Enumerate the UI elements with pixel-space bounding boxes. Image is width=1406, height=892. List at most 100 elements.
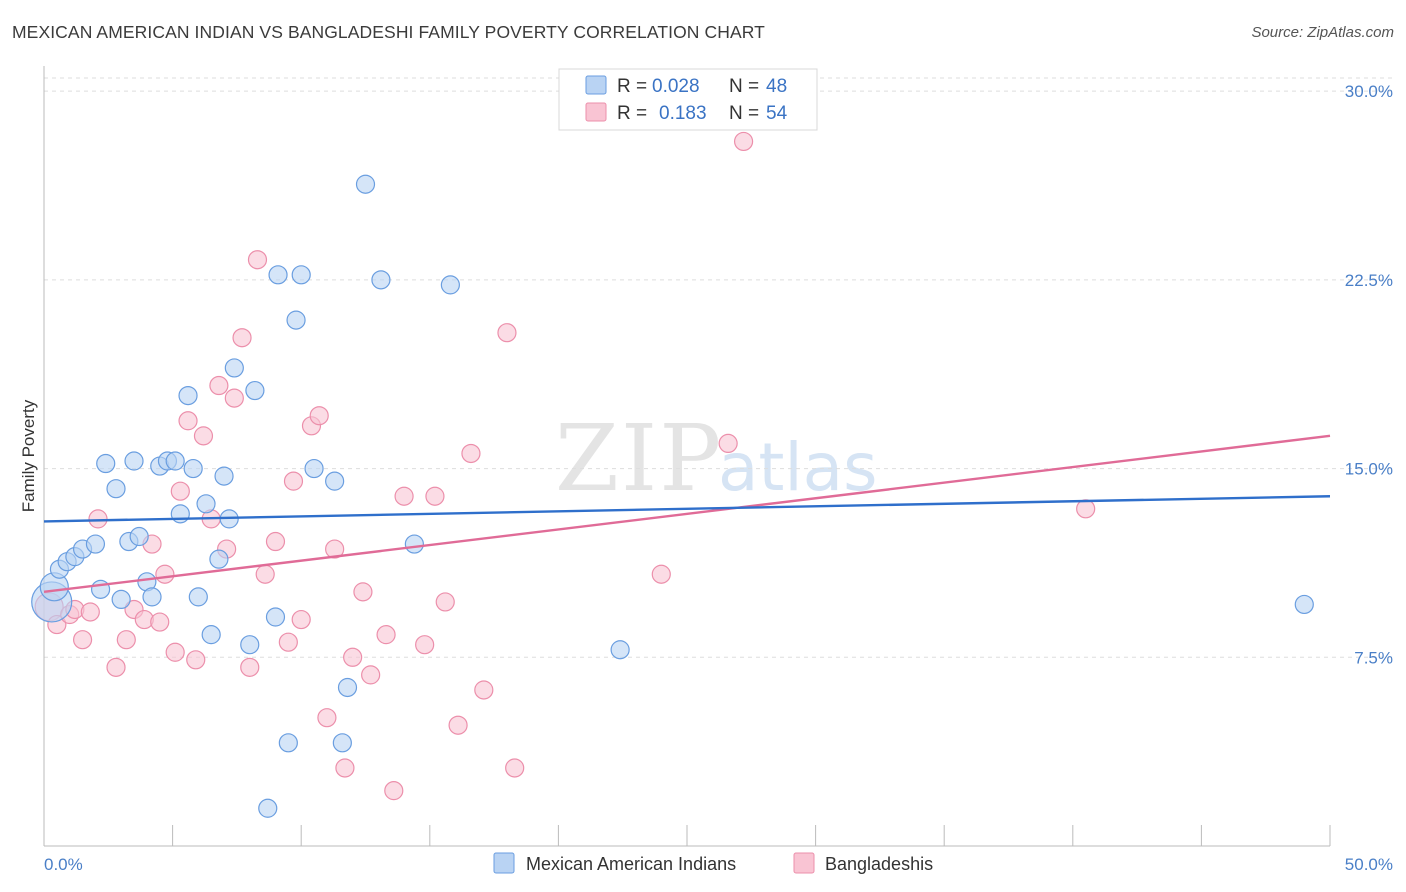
- mexican-american-indians-point-40: [337, 677, 358, 698]
- bangladeshis-point-24: [240, 657, 260, 677]
- mexican-american-indians-point-43: [404, 534, 424, 554]
- legend-swatch-series2: [585, 102, 607, 122]
- mexican-american-indians-point-26: [214, 466, 234, 486]
- source-label: Source: ZipAtlas.com: [1251, 24, 1394, 41]
- mexican-american-indians-point-42: [371, 270, 391, 290]
- bangladeshis-point-50: [651, 564, 671, 584]
- mexican-american-indians-point-30: [245, 380, 265, 401]
- bangladeshis-point-15: [170, 481, 190, 501]
- legend-box: R = 0.028 N = 48 R = 0.183 N = 54: [558, 68, 818, 131]
- y-tick-label-1: 15.0%: [1345, 460, 1393, 479]
- chart-title: MEXICAN AMERICAN INDIAN VS BANGLADESHI F…: [12, 22, 765, 42]
- bangladeshis-point-23: [232, 328, 252, 348]
- y-tick-label-3: 30.0%: [1345, 82, 1393, 101]
- legend-swatch-series1: [585, 75, 607, 95]
- bangladeshis-point-5: [80, 602, 100, 622]
- axes: [43, 66, 1331, 847]
- mexican-american-indians-point-25: [209, 549, 229, 569]
- legend-r-value-2: 0.183: [659, 103, 707, 124]
- y-tick-labels: 7.5% 15.0% 22.5% 30.0%: [1345, 82, 1393, 667]
- bangladeshis-point-37: [353, 582, 373, 602]
- bottom-legend: Mexican American Indians Bangladeshis: [493, 852, 933, 874]
- watermark-zip: ZIP: [555, 405, 723, 512]
- y-tick-label-0: 7.5%: [1354, 648, 1393, 667]
- bangladeshis-point-29: [283, 471, 304, 491]
- mexican-american-indians-point-20: [178, 385, 198, 406]
- bangladeshis-point-8: [116, 630, 136, 650]
- x-tick-labels: 0.0% 50.0%: [44, 855, 1393, 874]
- mexican-american-indians-point-35: [286, 310, 306, 330]
- bangladeshis-point-44: [435, 592, 455, 612]
- grid-lines: [44, 77, 1392, 658]
- bangladeshis-point-46: [461, 443, 481, 464]
- bangladeshis-point-36: [343, 647, 363, 667]
- mexican-american-indians-point-13: [129, 526, 149, 547]
- bangladeshis-point-16: [178, 411, 198, 431]
- bangladeshis-point-13: [155, 564, 175, 584]
- legend-n-label-1: N =: [729, 76, 759, 97]
- bangladeshis-point-33: [317, 708, 337, 728]
- mexican-american-indians-point-46: [1294, 594, 1314, 615]
- mexican-american-indians-point-37: [304, 458, 324, 479]
- bangladeshis-point-34: [325, 539, 345, 559]
- bangladeshis-point-35: [335, 758, 355, 778]
- legend-r-label-1: R =: [617, 76, 647, 97]
- mexican-american-indians-point-15: [142, 587, 162, 607]
- mexican-american-indians-point-23: [196, 494, 216, 514]
- mexican-american-indians-point-22: [188, 587, 208, 607]
- mexican-american-indians-point-33: [268, 265, 288, 285]
- legend-r-label-2: R =: [617, 103, 647, 124]
- bangladeshis-point-22: [224, 388, 244, 408]
- trend-line-bangladeshis: [43, 434, 1331, 594]
- x-tick-label-1: 50.0%: [1345, 855, 1393, 874]
- legend-n-value-1: 48: [766, 76, 787, 97]
- bottom-legend-label-series1: Mexican American Indians: [526, 854, 736, 874]
- bangladeshis-point-30: [291, 609, 311, 630]
- mexican-american-indians-point-29: [240, 635, 260, 655]
- mexican-american-indians-point-28: [224, 358, 244, 378]
- legend-n-label-2: N =: [729, 103, 759, 124]
- bangladeshis-point-49: [497, 323, 517, 343]
- bangladeshis-point-17: [186, 650, 206, 670]
- mexican-american-indians-point-9: [106, 479, 126, 499]
- bangladeshis-point-48: [505, 758, 525, 778]
- mexican-american-indians-point-36: [291, 265, 311, 285]
- mexican-american-indians-point-44: [440, 275, 460, 295]
- watermark: ZIP atlas: [555, 405, 878, 512]
- bangladeshis-point-41: [394, 486, 414, 506]
- bangladeshis-point-20: [209, 375, 229, 396]
- mexican-american-indians-point-24: [201, 625, 221, 645]
- mexican-american-indians-point-18: [165, 451, 185, 471]
- bangladeshis-point-43: [425, 486, 445, 506]
- x-tick-label-0: 0.0%: [44, 855, 83, 874]
- mexican-american-indians-point-38: [325, 471, 345, 491]
- bangladeshis-point-25: [247, 250, 268, 270]
- y-tick-label-2: 22.5%: [1345, 271, 1393, 290]
- bangladeshis-point-4: [72, 630, 93, 650]
- bottom-legend-swatch-series1: [493, 852, 515, 874]
- mexican-american-indians-point-8: [96, 453, 116, 474]
- mexican-american-indians-point-6: [85, 534, 106, 554]
- bangladeshis-point-42: [415, 635, 435, 655]
- bangladeshis-point-52: [733, 131, 754, 152]
- mexican-american-indians-point-21: [183, 458, 203, 479]
- mexican-american-indians-point-31: [258, 798, 278, 818]
- trend-line-mexican-american-indians: [43, 495, 1331, 523]
- bangladeshis-point-18: [193, 426, 214, 446]
- mexican-american-indians-point-12: [124, 451, 144, 471]
- mexican-american-indians-point-39: [332, 733, 352, 753]
- bangladeshis-point-32: [309, 406, 329, 426]
- bangladeshis-point-53: [1076, 499, 1096, 519]
- bangladeshis-point-51: [718, 433, 738, 454]
- bottom-legend-label-series2: Bangladeshis: [825, 854, 933, 874]
- bangladeshis-point-26: [255, 564, 275, 584]
- mexican-american-indians-point-32: [265, 607, 286, 627]
- legend-n-value-2: 54: [766, 103, 788, 124]
- mexican-american-indians-point-19: [170, 504, 190, 524]
- bangladeshis-point-47: [474, 680, 494, 700]
- mexican-american-indians-point-41: [355, 174, 376, 194]
- trend-lines: [43, 434, 1331, 594]
- mexican-american-indians-point-10: [111, 589, 131, 610]
- bangladeshis-point-38: [361, 665, 381, 685]
